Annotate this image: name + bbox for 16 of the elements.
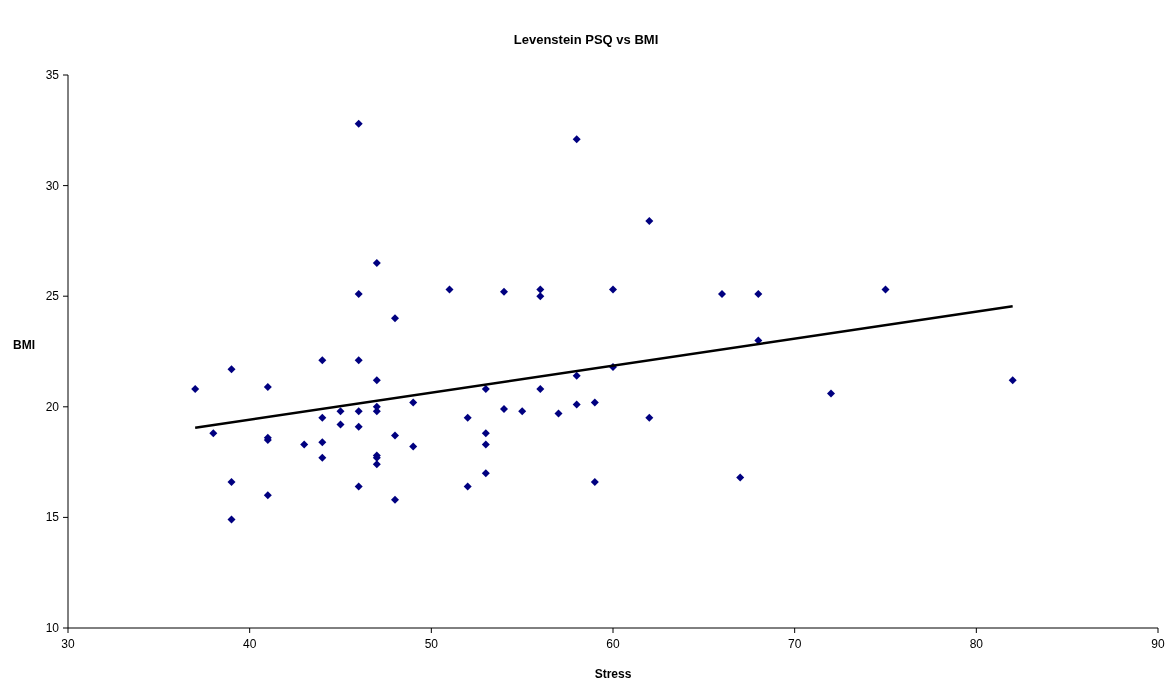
y-tick-label: 35 [45, 68, 60, 82]
x-tick-label: 80 [969, 637, 984, 651]
y-tick-label: 20 [45, 399, 60, 414]
x-tick-label: 60 [606, 637, 620, 651]
x-tick-label: 70 [787, 637, 802, 651]
y-axis-title: BMI [13, 337, 35, 352]
x-tick-label: 90 [1151, 637, 1165, 651]
chart-title: Levenstein PSQ vs BMI [513, 32, 659, 47]
y-tick-label: 15 [45, 510, 60, 525]
y-tick-label: 25 [45, 289, 60, 304]
x-tick-label: 40 [242, 637, 257, 651]
y-tick-label: 10 [45, 621, 60, 635]
x-tick-label: 50 [424, 637, 439, 651]
x-tick-label: 30 [61, 637, 75, 651]
x-axis-title: Stress [594, 667, 632, 681]
y-tick-label: 30 [45, 178, 60, 193]
